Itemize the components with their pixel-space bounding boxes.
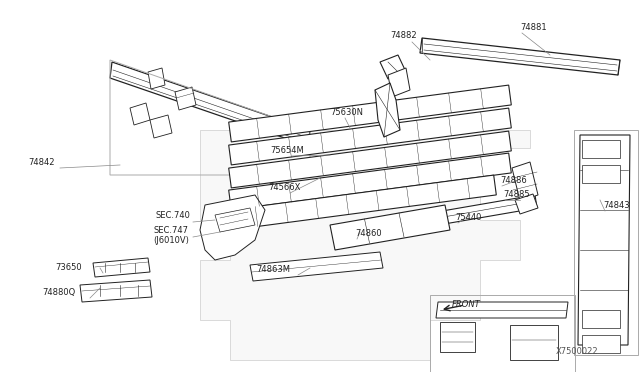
Text: 75654M: 75654M — [270, 146, 304, 155]
Text: SEC.740: SEC.740 — [155, 211, 190, 220]
Text: 74842: 74842 — [28, 158, 54, 167]
Polygon shape — [375, 83, 400, 137]
Text: FRONT: FRONT — [452, 300, 481, 309]
Polygon shape — [215, 208, 255, 232]
Polygon shape — [93, 258, 150, 277]
Polygon shape — [390, 195, 537, 233]
Text: SEC.747: SEC.747 — [153, 226, 188, 235]
Polygon shape — [515, 194, 538, 214]
Polygon shape — [228, 175, 496, 230]
Polygon shape — [578, 135, 630, 345]
Polygon shape — [200, 195, 265, 260]
Polygon shape — [388, 68, 410, 97]
Text: 74566X: 74566X — [268, 183, 300, 192]
Polygon shape — [150, 115, 172, 138]
Text: 75630N: 75630N — [330, 108, 363, 117]
Polygon shape — [228, 131, 511, 188]
Text: 74885: 74885 — [503, 190, 530, 199]
Polygon shape — [148, 68, 165, 89]
Polygon shape — [200, 130, 530, 360]
Polygon shape — [436, 302, 568, 318]
Text: 74863M: 74863M — [256, 265, 290, 274]
Polygon shape — [582, 140, 620, 158]
Text: X7500022: X7500022 — [556, 347, 598, 356]
Polygon shape — [582, 165, 620, 183]
Text: 74843: 74843 — [603, 201, 630, 210]
Polygon shape — [330, 205, 450, 250]
Polygon shape — [80, 280, 152, 302]
Polygon shape — [510, 325, 558, 360]
Polygon shape — [250, 252, 383, 281]
Polygon shape — [380, 55, 406, 79]
Text: 74882: 74882 — [390, 31, 417, 40]
Text: 74860: 74860 — [355, 229, 381, 238]
Polygon shape — [420, 38, 620, 75]
Polygon shape — [228, 108, 511, 165]
Polygon shape — [228, 153, 511, 210]
Polygon shape — [582, 335, 620, 353]
Polygon shape — [512, 162, 538, 201]
Text: 73650: 73650 — [55, 263, 82, 272]
Text: 75440: 75440 — [455, 213, 481, 222]
Polygon shape — [130, 103, 150, 125]
Polygon shape — [440, 322, 475, 352]
Polygon shape — [228, 85, 511, 142]
Polygon shape — [175, 87, 196, 110]
Text: 74881: 74881 — [520, 23, 547, 32]
Text: 74880Q: 74880Q — [42, 288, 76, 297]
Text: 74886: 74886 — [500, 176, 527, 185]
Text: (J6010V): (J6010V) — [153, 236, 189, 245]
Polygon shape — [110, 62, 310, 146]
Polygon shape — [582, 310, 620, 328]
